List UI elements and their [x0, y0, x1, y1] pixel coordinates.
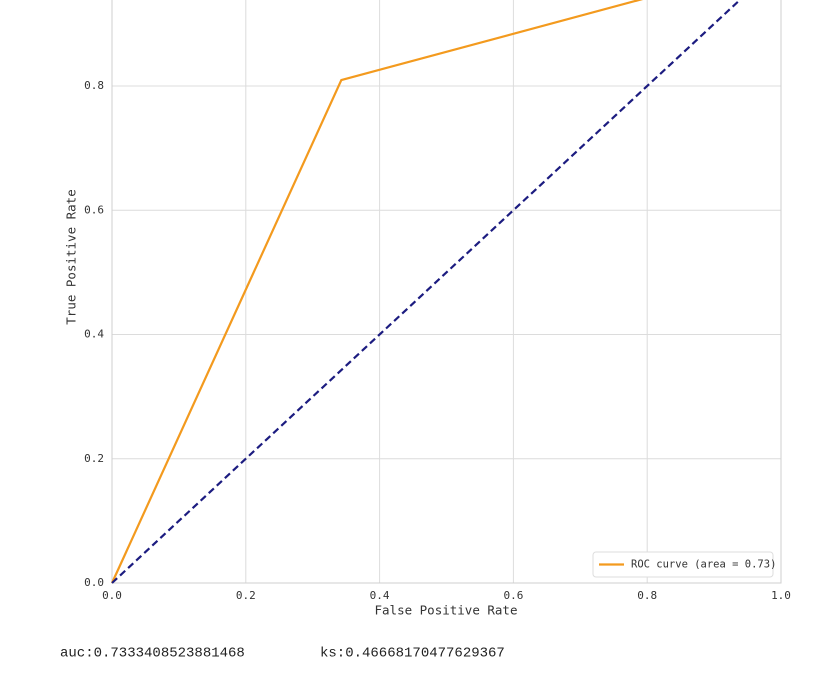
plot-frame [111, 0, 782, 584]
x-tick-label: 0.4 [370, 589, 390, 602]
y-tick-label: 0.8 [84, 79, 104, 92]
x-axis-label: False Positive Rate [375, 603, 518, 618]
legend-label: ROC curve (area = 0.73) [631, 559, 776, 571]
y-axis-label: True Positive Rate [64, 189, 79, 324]
auc-output: auc:0.7333408523881468 [60, 646, 245, 662]
y-tick-label: 0.2 [84, 452, 104, 465]
x-tick-label: 0.6 [503, 589, 523, 602]
x-tick-label: 1.0 [771, 589, 791, 602]
legend-box [592, 551, 774, 578]
y-tick-label: 0.4 [84, 328, 104, 341]
x-tick-label: 0.8 [637, 589, 657, 602]
x-tick-label: 0.0 [102, 589, 122, 602]
y-tick-label: 0.6 [84, 203, 104, 216]
line [111, 0, 742, 584]
x-tick-label: 0.2 [236, 589, 256, 602]
y-tick-label: 0.0 [84, 576, 104, 589]
ks-output: ks:0.46668170477629367 [320, 646, 505, 662]
line [110, 0, 644, 584]
